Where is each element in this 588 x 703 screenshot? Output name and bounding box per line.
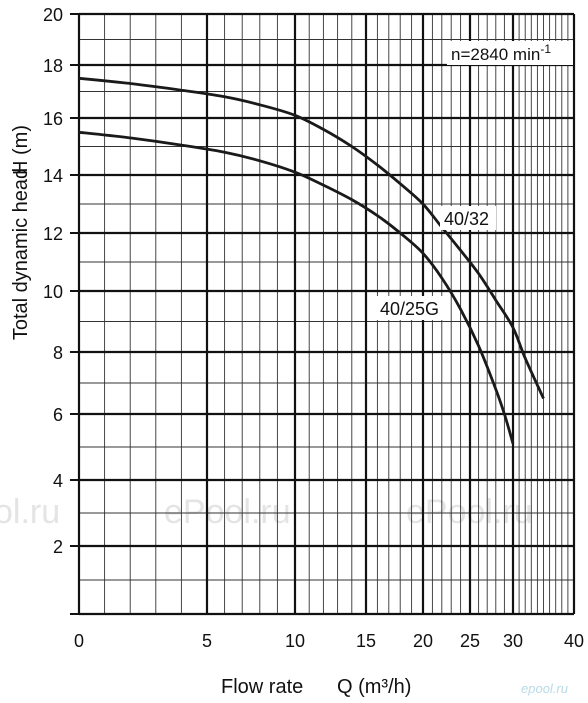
series-layer: [78, 76, 545, 445]
y-tick-label: 20: [43, 5, 63, 25]
y-tick-label: 4: [53, 471, 63, 491]
x-tick-label: 25: [460, 631, 480, 651]
x-tick-label: 30: [503, 631, 523, 651]
watermark-layer: ol.ru ePool.ru ePool.ru: [0, 493, 533, 531]
y-tick-labels: 2 4 6 8 10 12 14 16 18 20: [43, 5, 63, 557]
x-tick-label: 5: [202, 631, 212, 651]
svg-text:40/25G: 40/25G: [380, 299, 439, 319]
y-axis-unit: H (m): [10, 125, 32, 175]
y-tick-label: 8: [53, 343, 63, 363]
speed-annotation-text: n=2840 min: [451, 45, 540, 64]
series-label-40-25g: 40/25G: [376, 296, 448, 320]
series-line-40-25g: [78, 130, 515, 445]
x-tick-label: 10: [285, 631, 305, 651]
speed-annotation-exponent: -1: [540, 42, 551, 56]
watermark-text: ol.ru: [0, 493, 60, 531]
y-tick-label: 18: [43, 56, 63, 76]
series-label-40-32: 40/32: [440, 206, 496, 230]
x-tick-label: 0: [74, 631, 84, 651]
watermark-text: ePool.ru: [164, 493, 291, 531]
speed-annotation: n=2840 min-1: [447, 41, 573, 65]
y-tick-label: 6: [53, 405, 63, 425]
svg-text:40/32: 40/32: [444, 209, 489, 229]
x-tick-label: 40: [564, 631, 584, 651]
y-tick-label: 16: [43, 109, 63, 129]
y-tick-label: 10: [43, 282, 63, 302]
logo-text: epool.ru: [521, 681, 568, 696]
svg-text:n=2840 min-1: n=2840 min-1: [451, 42, 551, 64]
x-axis-unit: Q (m³/h): [337, 676, 411, 698]
y-tick-label: 12: [43, 224, 63, 244]
x-axis-title: Flow rate: [221, 676, 303, 698]
series-line-40-32: [78, 76, 545, 400]
x-tick-label: 20: [413, 631, 433, 651]
y-axis-title: Total dynamic head: [10, 168, 32, 340]
x-tick-label: 15: [356, 631, 376, 651]
grid-major: [70, 12, 576, 616]
y-tick-label: 2: [53, 537, 63, 557]
x-tick-labels: 0 5 10 15 20 25 30 40: [74, 631, 584, 651]
y-tick-label: 14: [43, 166, 63, 186]
